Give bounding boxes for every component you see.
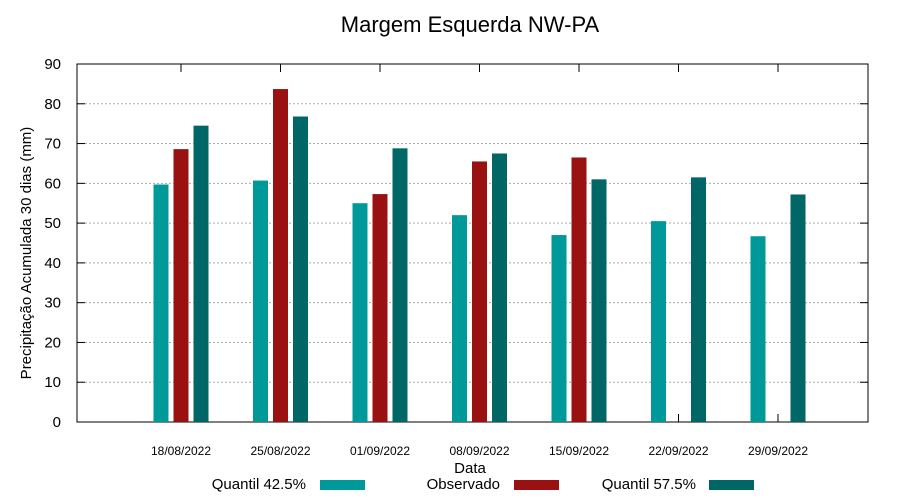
legend-label: Quantil 42.5% bbox=[212, 476, 306, 493]
y-tick-label: 40 bbox=[44, 255, 61, 272]
bar bbox=[492, 153, 507, 422]
legend-label: Observado bbox=[427, 476, 500, 493]
bar bbox=[651, 221, 666, 422]
bar bbox=[352, 203, 368, 422]
bar bbox=[193, 125, 209, 423]
y-axis-ticks: 0 10 20 30 40 50 60 70 80 90 bbox=[44, 56, 868, 431]
x-tick-label: 25/08/2022 bbox=[250, 444, 310, 458]
y-tick-label: 90 bbox=[44, 56, 61, 73]
legend-swatch bbox=[320, 480, 365, 490]
x-tick-label: 22/09/2022 bbox=[648, 444, 708, 458]
bar bbox=[392, 148, 408, 422]
bar bbox=[273, 89, 288, 422]
bar bbox=[571, 157, 587, 422]
x-tick-label: 01/09/2022 bbox=[350, 444, 410, 458]
x-tick-label: 15/09/2022 bbox=[549, 444, 609, 458]
bar bbox=[750, 236, 766, 422]
bar bbox=[253, 180, 268, 422]
y-tick-label: 80 bbox=[44, 96, 61, 113]
chart-title: Margem Esquerda NW-PA bbox=[341, 12, 600, 37]
legend-swatch bbox=[709, 480, 754, 490]
y-tick-label: 30 bbox=[44, 295, 61, 312]
x-axis-label: Data bbox=[454, 460, 486, 477]
bars bbox=[153, 89, 806, 423]
y-tick-label: 60 bbox=[44, 175, 61, 192]
bar bbox=[691, 177, 706, 422]
y-tick-label: 50 bbox=[44, 215, 61, 232]
bar bbox=[452, 215, 467, 422]
x-tick-label: 29/09/2022 bbox=[748, 444, 808, 458]
y-tick-label: 70 bbox=[44, 136, 61, 153]
x-tick-label: 08/09/2022 bbox=[449, 444, 509, 458]
legend-label: Quantil 57.5% bbox=[602, 476, 696, 493]
y-tick-label: 10 bbox=[44, 374, 61, 391]
bar bbox=[790, 194, 806, 422]
y-axis-label: Precipitação Acumulada 30 dias (mm) bbox=[18, 127, 35, 380]
bar bbox=[591, 179, 607, 422]
bar bbox=[293, 116, 308, 423]
y-tick-label: 20 bbox=[44, 334, 61, 351]
y-tick-label: 0 bbox=[53, 414, 61, 431]
bar bbox=[551, 235, 567, 422]
legend-swatch bbox=[514, 480, 559, 490]
bar bbox=[173, 149, 189, 422]
bar bbox=[372, 194, 388, 422]
bar bbox=[153, 184, 169, 422]
legend: Quantil 42.5% Observado Quantil 57.5% bbox=[212, 476, 754, 493]
bar bbox=[472, 161, 487, 422]
x-tick-label: 18/08/2022 bbox=[151, 444, 211, 458]
x-axis-ticks: 18/08/2022 25/08/2022 01/09/2022 08/09/2022… bbox=[151, 64, 808, 458]
